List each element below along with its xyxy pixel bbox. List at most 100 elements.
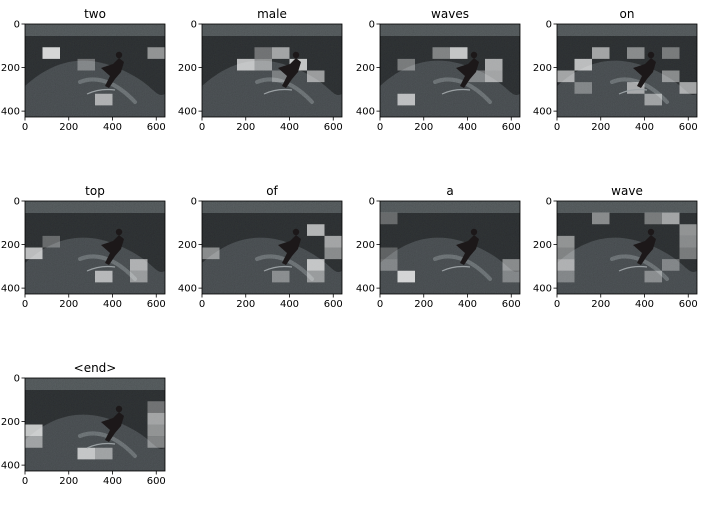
photo-sky — [202, 24, 342, 36]
attention-cell — [380, 259, 398, 271]
surfboard — [441, 88, 471, 95]
attention-cell — [307, 259, 325, 271]
x-tick-label: 0 — [22, 299, 28, 310]
attention-cell — [272, 270, 290, 283]
attention-cell — [25, 247, 43, 260]
x-tick-label: 600 — [502, 299, 521, 310]
x-tick-label: 600 — [679, 122, 698, 133]
y-tick-label: 0 — [14, 197, 20, 208]
attention-cell — [147, 412, 165, 425]
y-tick-label: 0 — [546, 197, 552, 208]
surfer-silhouette — [101, 235, 124, 265]
attention-cell — [397, 58, 415, 71]
attention-cell — [324, 247, 342, 260]
attention-cell — [644, 212, 662, 225]
panel-title: on — [620, 7, 635, 21]
panel-2: male 0 200 400 600 0 200 400 — [178, 7, 343, 133]
y-tick-label: 400 — [533, 107, 552, 118]
attention-cell — [557, 259, 575, 271]
attention-cell — [557, 235, 575, 248]
surfboard — [618, 88, 648, 95]
x-tick-label: 600 — [324, 122, 343, 133]
x-tick-label: 400 — [458, 122, 477, 133]
attention-cell — [662, 47, 680, 59]
wave-foam — [25, 237, 165, 294]
surfer-head — [470, 51, 478, 59]
x-tick-label: 0 — [199, 122, 205, 133]
attention-cell — [237, 58, 255, 71]
surfer-head — [470, 228, 478, 236]
attention-cell — [147, 424, 165, 437]
attention-cell — [662, 259, 680, 271]
surfer-head — [647, 228, 655, 236]
attention-cell — [557, 247, 575, 260]
attention-cell — [557, 270, 575, 283]
panel-4: on 0 200 400 600 0 200 400 — [533, 7, 698, 133]
surfer-silhouette — [101, 58, 124, 88]
x-tick-label: 400 — [458, 299, 477, 310]
photo-sky — [557, 201, 697, 213]
x-tick-label: 200 — [236, 122, 255, 133]
attention-cell — [42, 47, 60, 59]
attention-cell — [380, 212, 398, 225]
x-tick-label: 400 — [280, 122, 299, 133]
surfer-silhouette — [278, 58, 301, 88]
y-tick-label: 200 — [533, 63, 552, 74]
attention-cell — [272, 47, 290, 59]
panel-9: <end> 0 200 400 600 0 200 400 — [1, 361, 166, 487]
wave-foam — [557, 237, 697, 294]
y-tick-label: 200 — [1, 417, 20, 428]
surfboard — [86, 442, 116, 449]
axes-frame — [201, 23, 343, 118]
photo-sky — [25, 378, 165, 390]
attention-cell — [574, 58, 592, 71]
y-tick-label: 400 — [1, 461, 20, 472]
x-tick-label: 400 — [103, 476, 122, 487]
attention-cell — [627, 82, 645, 94]
panel-title: a — [446, 184, 453, 198]
panel-title: two — [84, 7, 106, 21]
y-tick-label: 200 — [356, 63, 375, 74]
panel-6: of 0 200 400 600 0 200 400 — [178, 184, 343, 310]
surfer-head — [115, 51, 123, 59]
axes-frame — [201, 200, 343, 295]
attention-cell — [324, 235, 342, 248]
x-tick-label: 400 — [280, 299, 299, 310]
surfer-silhouette — [456, 235, 479, 265]
surfer-head — [115, 405, 123, 413]
attention-cell — [254, 47, 272, 59]
photo-sky — [557, 24, 697, 36]
axes-frame — [556, 23, 698, 118]
x-tick-label: 600 — [324, 299, 343, 310]
attention-cell — [485, 70, 503, 83]
y-tick-label: 400 — [533, 284, 552, 295]
attention-cell — [627, 47, 645, 59]
attention-cell — [557, 70, 575, 83]
attention-cell — [679, 82, 697, 94]
y-tick-label: 200 — [178, 240, 197, 251]
y-tick-label: 400 — [178, 107, 197, 118]
y-tick-label: 200 — [1, 240, 20, 251]
attention-cell — [679, 224, 697, 236]
attention-cell — [77, 447, 95, 460]
y-tick-label: 400 — [178, 284, 197, 295]
x-tick-label: 0 — [199, 299, 205, 310]
y-tick-label: 400 — [356, 107, 375, 118]
attention-cell — [307, 224, 325, 236]
y-tick-label: 400 — [1, 107, 20, 118]
attention-cell — [397, 270, 415, 283]
attention-cell — [254, 58, 272, 71]
panel-7: a 0 200 400 600 0 200 400 — [356, 184, 521, 310]
x-tick-label: 0 — [554, 299, 560, 310]
attention-cell — [467, 70, 485, 83]
attention-cell — [679, 235, 697, 248]
photo-sky — [380, 201, 520, 213]
surfer-head — [292, 228, 300, 236]
x-tick-label: 200 — [59, 122, 78, 133]
attention-cell — [644, 93, 662, 106]
x-tick-label: 600 — [679, 299, 698, 310]
attention-cell — [679, 247, 697, 260]
attention-cell — [272, 70, 290, 83]
attention-cell — [380, 247, 398, 260]
